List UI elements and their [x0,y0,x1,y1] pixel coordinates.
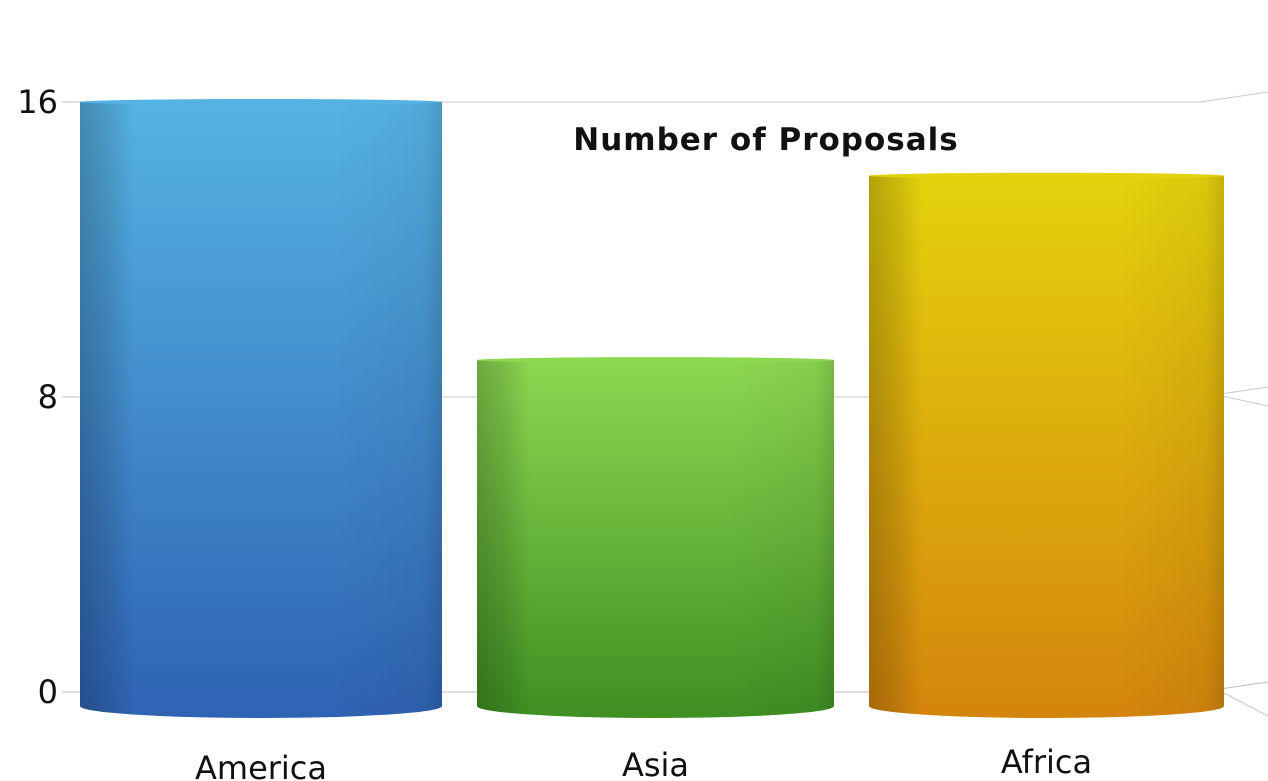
back-wall-line [1221,395,1268,407]
floor-edge-line [1221,691,1268,717]
bar-africa [869,172,1224,718]
bar-shading [869,175,1224,718]
y-tick-label: 16 [17,83,58,121]
x-category-label: Africa [1001,743,1092,781]
x-category-label: America [195,749,327,781]
bar-america [80,99,442,718]
bars [80,99,1224,718]
x-axis-labels: America Asia Africa [195,743,1092,781]
bar-top-cap [869,172,1224,179]
bar-asia [477,357,834,718]
bar-shading [80,102,442,718]
y-tick-label: 8 [38,378,58,416]
chart-title: Number of Proposals [573,122,958,158]
bar-shading [477,360,834,718]
y-axis-ticks: 0 8 16 [17,83,58,711]
bar-top-cap [80,99,442,105]
y-tick-label: 0 [38,673,58,711]
x-category-label: Asia [622,746,689,781]
bar-top-cap [477,357,834,364]
